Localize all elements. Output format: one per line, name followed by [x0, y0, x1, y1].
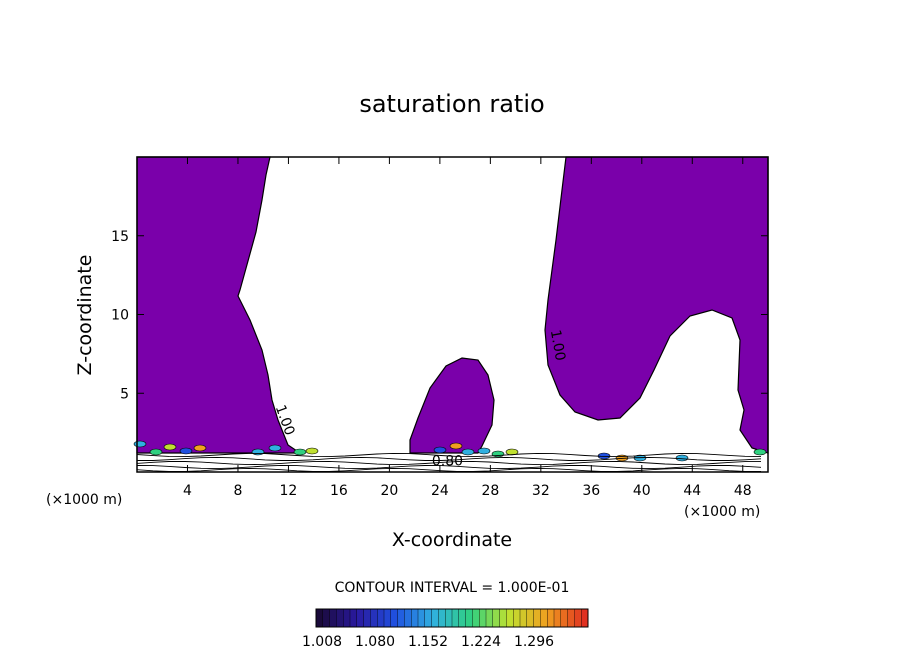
supersaturation-cell [268, 444, 282, 452]
supersaturation-cell [133, 440, 147, 448]
contour-line [136, 464, 762, 470]
supersaturation-cell [449, 442, 463, 450]
contour-line [136, 467, 762, 472]
contour-line [136, 460, 762, 466]
saturation-regions [133, 156, 769, 462]
colorbar-cell [438, 608, 446, 628]
colorbar-cell [417, 608, 426, 628]
colorbar-cell [343, 608, 351, 628]
colorbar-cell [356, 608, 365, 628]
x-tick-label: 36 [582, 483, 600, 499]
contour-label: 1.00 [547, 329, 568, 362]
colorbar-cell [431, 608, 439, 628]
colorbar-cell [465, 608, 473, 628]
colorbar-cell [397, 608, 405, 628]
supersaturation-cell [251, 448, 265, 456]
colorbar-cell [553, 608, 562, 628]
colorbar-cell [322, 608, 331, 628]
colorbar-cell [458, 608, 467, 628]
y-tick-label: 10 [111, 308, 129, 324]
colorbar-cell [404, 608, 412, 628]
colorbar-cell [499, 608, 507, 628]
contour-line [136, 456, 762, 461]
y-axis-label: Z-coordinate [74, 255, 96, 376]
colorbar-cell [390, 608, 399, 628]
colorbar-cell [472, 608, 480, 628]
colorbar-cell [567, 608, 575, 628]
colorbar-cell [424, 608, 433, 628]
supersaturation-cell [179, 447, 193, 455]
colorbar-cell [479, 608, 487, 628]
x-axis-ticks: 4 8 12 16 20 24 28 32 36 40 44 48 [183, 157, 752, 499]
colorbar-cell [329, 608, 337, 628]
colorbar-cell [506, 608, 514, 628]
y-axis-ticks: 5 10 15 [111, 229, 768, 402]
x-tick-label: 44 [683, 483, 701, 499]
supersaturation-cell [293, 448, 307, 456]
colorbar-cell [513, 608, 521, 628]
colorbar [315, 608, 589, 628]
contour-lines [136, 452, 762, 472]
x-tick-label: 32 [532, 483, 550, 499]
supersaturation-cell [433, 446, 447, 454]
supersaturation-cell [461, 448, 475, 456]
colorbar-cell [540, 608, 548, 628]
colorbar-cell [560, 608, 569, 628]
colorbar-cell [451, 608, 460, 628]
colorbar-tick-label: 1.224 [461, 634, 501, 650]
colorbar-cell [315, 608, 324, 628]
colorbar-cell [485, 608, 494, 628]
y-tick-label: 5 [120, 386, 129, 402]
contour-interval: CONTOUR INTERVAL = 1.000E-01 [335, 580, 570, 596]
x-unit-left: (×1000 m) [46, 492, 122, 508]
saturated-region-1 [136, 156, 302, 454]
colorbar-cell [411, 608, 419, 628]
colorbar-tick-label: 1.080 [355, 634, 395, 650]
supersaturation-cell [149, 448, 163, 456]
colorbar-cell [533, 608, 541, 628]
colorbar-cell [383, 608, 392, 628]
x-tick-label: 12 [280, 483, 298, 499]
colorbar-frame [315, 608, 589, 628]
y-tick-label: 15 [111, 229, 129, 245]
x-tick-label: 40 [633, 483, 651, 499]
supersaturation-cell [163, 443, 177, 451]
colorbar-cell [336, 608, 344, 628]
saturated-region-3 [544, 156, 769, 454]
contour-label: 0.80 [432, 454, 463, 470]
contour-line [136, 452, 762, 458]
x-unit-right: (×1000 m) [684, 504, 760, 520]
x-tick-label: 8 [233, 483, 242, 499]
colorbar-cell [349, 608, 358, 628]
x-tick-label: 16 [330, 483, 348, 499]
x-tick-label: 28 [481, 483, 499, 499]
colorbar-cell [581, 608, 589, 628]
x-tick-label: 48 [734, 483, 752, 499]
colorbar-cell [377, 608, 385, 628]
colorbar-tick-label: 1.008 [302, 634, 342, 650]
colorbar-tick-label: 1.152 [408, 634, 448, 650]
colorbar-cell [519, 608, 528, 628]
x-tick-label: 4 [183, 483, 192, 499]
colorbar-ticks: 1.008 1.080 1.152 1.224 1.296 [302, 634, 554, 650]
supersaturation-cell [675, 454, 689, 462]
colorbar-cell [492, 608, 501, 628]
colorbar-cell [445, 608, 453, 628]
colorbar-cell [547, 608, 555, 628]
saturated-region-2 [409, 357, 495, 454]
chart-title: saturation ratio [359, 90, 544, 118]
supersaturation-cell [753, 448, 767, 456]
colorbar-tick-label: 1.296 [514, 634, 554, 650]
x-tick-label: 24 [431, 483, 449, 499]
supersaturation-cell [193, 444, 207, 452]
x-axis-label: X-coordinate [392, 529, 512, 551]
colorbar-cell [574, 608, 582, 628]
colorbar-cell [526, 608, 535, 628]
colorbar-cell [363, 608, 371, 628]
supersaturation-cell [477, 447, 491, 455]
colorbar-cell [370, 608, 378, 628]
x-tick-label: 20 [380, 483, 398, 499]
supersaturation-cell [305, 447, 319, 455]
